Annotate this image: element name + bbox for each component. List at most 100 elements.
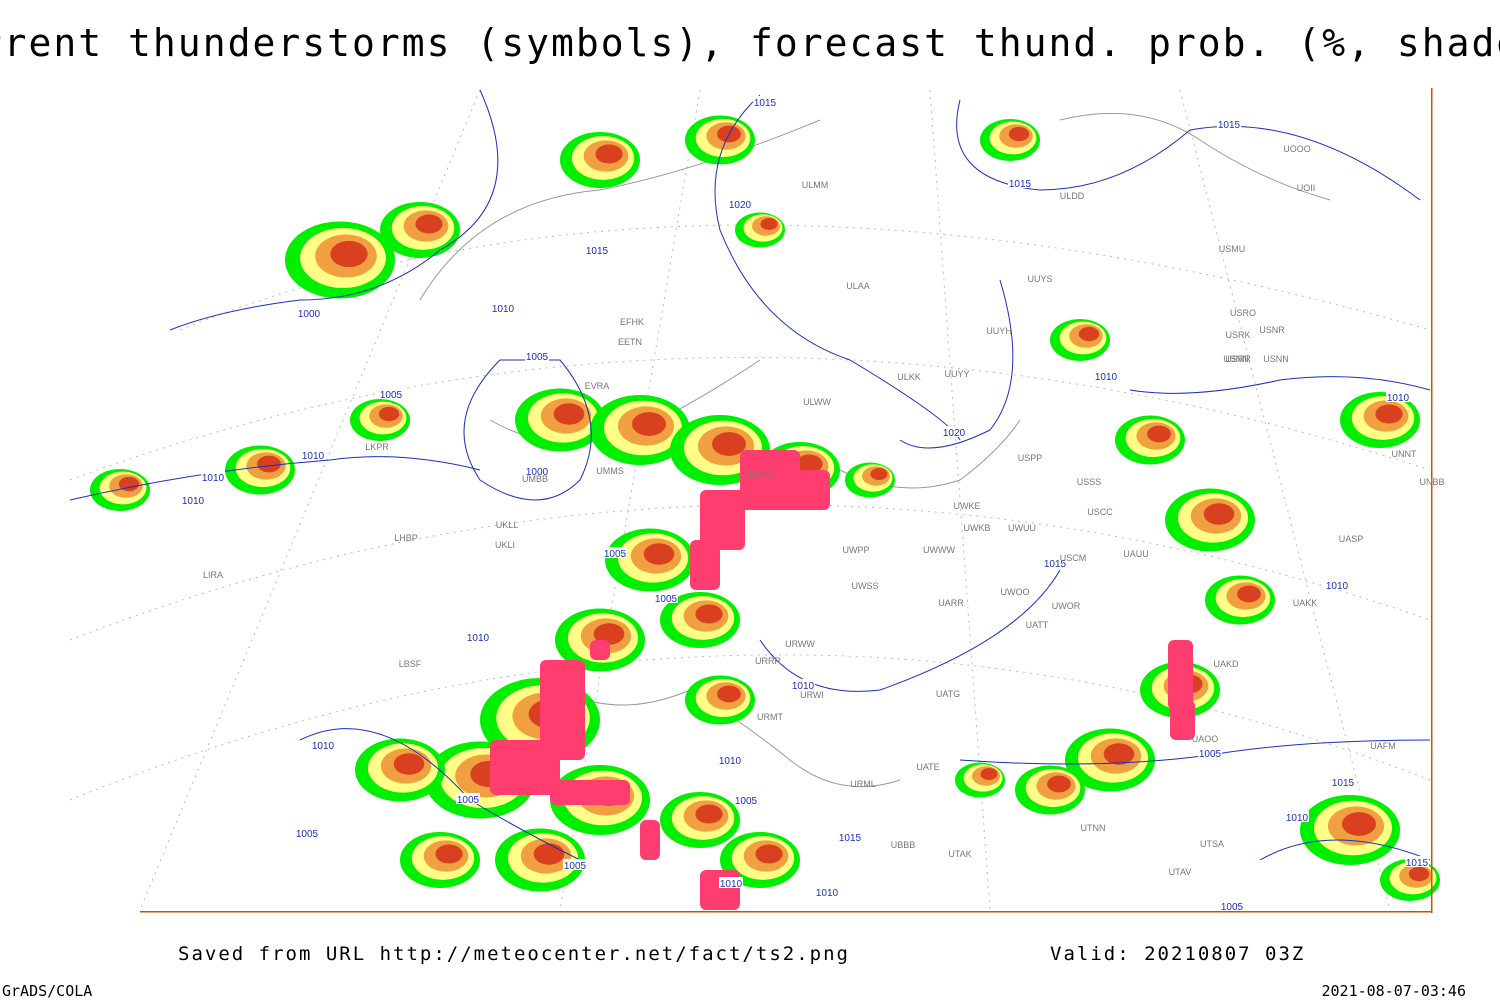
station-label: ULAA — [846, 281, 870, 291]
isobar-label: 1005 — [1221, 902, 1244, 913]
station-label: USRO — [1230, 308, 1256, 318]
station-label: USCM — [1060, 553, 1087, 563]
station-label: UNBB — [1419, 477, 1444, 487]
station-label: UWOO — [1001, 587, 1030, 597]
isobar-label-bg — [181, 494, 205, 505]
storm-symbols — [490, 740, 560, 795]
station-label: EVRA — [585, 381, 610, 391]
station-label: USMU — [1219, 244, 1246, 254]
station-label: UKLI — [495, 540, 515, 550]
station-label: ULMM — [802, 180, 829, 190]
station-label: UWKB — [964, 523, 991, 533]
isobar-label: 1005 — [564, 861, 587, 872]
isobar-label-bg — [1331, 776, 1355, 787]
valid-time: Valid: 20210807 03Z — [1050, 943, 1305, 965]
storm-symbols — [540, 660, 585, 760]
shade-3 — [595, 144, 623, 164]
isobar-label-bg — [603, 547, 627, 558]
station-label: UUWW — [745, 470, 775, 480]
shade-3 — [1047, 775, 1071, 793]
station-label: UATE — [916, 762, 939, 772]
storm-symbols — [690, 540, 720, 590]
shade-3 — [643, 543, 675, 565]
shade-3 — [378, 406, 400, 422]
station-label: UTAV — [1169, 867, 1192, 877]
shade-3 — [1078, 326, 1100, 342]
station-label: UWSS — [852, 581, 879, 591]
shade-3 — [1147, 425, 1171, 443]
isobar-label: 1015 — [1009, 179, 1032, 190]
isobar-label: 1010 — [467, 633, 490, 644]
station-label: URWI — [800, 690, 824, 700]
storm-symbols — [640, 820, 660, 860]
source-url: Saved from URL http://meteocenter.net/fa… — [178, 943, 850, 965]
shade-3 — [257, 455, 281, 473]
shade-3 — [870, 468, 888, 480]
station-label: UARR — [938, 598, 964, 608]
timestamp: 2021-08-07-03:46 — [1322, 982, 1467, 1000]
isobar-label: 1005 — [1199, 749, 1222, 760]
station-label: UWKE — [954, 501, 981, 511]
station-label: ULKK — [897, 372, 921, 382]
shade-3 — [1008, 126, 1030, 142]
shade-3 — [760, 218, 778, 230]
isobar-label-bg — [311, 739, 335, 750]
isobar-label-bg — [815, 886, 839, 897]
isobar-label-bg — [301, 449, 325, 460]
storm-symbols — [1170, 700, 1195, 740]
isobar-label-bg — [456, 793, 480, 804]
isobar-label: 1005 — [735, 796, 758, 807]
frame-bottom — [140, 911, 1432, 913]
isobar-label: 1010 — [1326, 581, 1349, 592]
station-label: UASP — [1339, 534, 1364, 544]
isobar-label-bg — [563, 859, 587, 870]
shade-3 — [1342, 812, 1376, 836]
isobar-label-bg — [1198, 747, 1222, 758]
shade-3 — [1375, 404, 1403, 424]
isobar-label-bg — [838, 831, 862, 842]
station-label: USNN — [1263, 354, 1289, 364]
station-label: UWWW — [923, 545, 955, 555]
frame-right — [1431, 88, 1433, 913]
isobar-label: 1010 — [182, 496, 205, 507]
station-label: USNR — [1259, 325, 1285, 335]
isobar-label: 1015 — [1218, 120, 1241, 131]
isobar-label: 1020 — [943, 428, 966, 439]
station-label: USSS — [1077, 477, 1102, 487]
station-label: URWW — [785, 639, 815, 649]
isobar-label-bg — [295, 827, 319, 838]
isobar-label: 1010 — [302, 451, 325, 462]
station-label: UAUU — [1123, 549, 1149, 559]
isobar-label: 1000 — [298, 309, 321, 320]
map-title: Current thunderstorms (symbols), forecas… — [0, 21, 1500, 65]
isobar-label: 1020 — [729, 200, 752, 211]
isobar-label: 1010 — [719, 756, 742, 767]
isobar-label-bg — [753, 96, 777, 107]
isobars — [69, 89, 1431, 861]
shade-3 — [712, 432, 746, 456]
isobar-label: 1005 — [526, 352, 549, 363]
storm-symbols — [1168, 640, 1193, 710]
station-label: UTAK — [948, 849, 971, 859]
station-label: UWUU — [1008, 523, 1036, 533]
storm-symbols — [700, 870, 740, 910]
station-label: UMBB — [522, 474, 548, 484]
shade-3 — [1103, 743, 1135, 765]
shade-3 — [632, 412, 666, 436]
isobar-label: 1005 — [296, 829, 319, 840]
isobar-label-bg — [525, 465, 549, 476]
station-label: UAKD — [1213, 659, 1239, 669]
shade-3 — [1203, 503, 1235, 525]
station-label: USRK — [1225, 330, 1250, 340]
isobar-label: 1010 — [1095, 372, 1118, 383]
station-label: UWOR — [1052, 601, 1081, 611]
isobar-label-bg — [1217, 118, 1241, 129]
isobar-label: 1010 — [1286, 813, 1309, 824]
isobar-label: 1010 — [792, 681, 815, 692]
station-label: UBBB — [891, 840, 916, 850]
isobar-label: 1015 — [586, 246, 609, 257]
station-label: UATT — [1026, 620, 1049, 630]
isobar-label-bg — [654, 592, 678, 603]
isobar-label: 1015 — [1332, 778, 1355, 789]
isobar-label: 1015 — [1406, 858, 1429, 869]
